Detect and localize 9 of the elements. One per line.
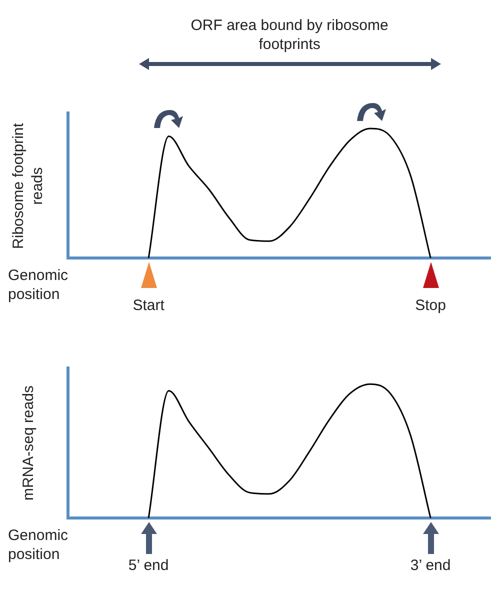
y-axis-title: Ribosome footprint reads [9,122,47,250]
x-axis-title: Genomic position [8,526,70,564]
text: 5’ end [127,556,170,575]
text: Start [132,296,166,315]
text: 3’ end [409,556,452,575]
text: Stop [414,296,447,315]
x-axis-title: Genomic position [8,266,70,304]
chart-title: ORF area bound by ribosome footprints [190,16,390,54]
y-axis-title: mRNA-seq reads [18,384,38,503]
